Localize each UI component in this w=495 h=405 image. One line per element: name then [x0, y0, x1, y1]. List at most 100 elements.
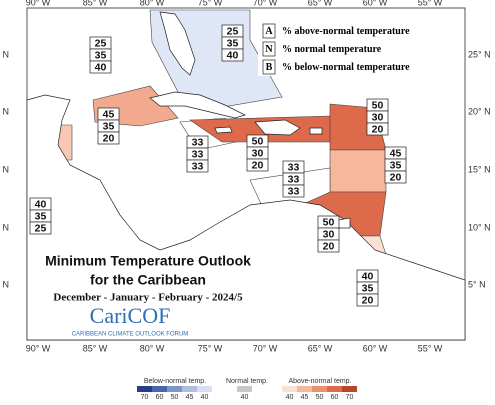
- lat-label: 20° N: [0, 106, 9, 116]
- lon-label: 75° W: [198, 343, 223, 353]
- lon-label: 85° W: [83, 343, 108, 353]
- colorbar-tick: 50: [171, 394, 179, 400]
- lon-label: 90° W: [26, 343, 51, 353]
- probability: 30: [372, 111, 384, 123]
- prob-cell: [317, 239, 340, 253]
- lat-label: 15° N: [468, 164, 491, 174]
- prob-cell: [282, 184, 305, 198]
- probability: 35: [390, 159, 402, 171]
- florida: [159, 11, 196, 76]
- colorbar-tick: 70: [346, 394, 354, 400]
- probability: 25: [227, 25, 239, 37]
- lon-label: 65° W: [308, 0, 333, 7]
- probability: 33: [192, 136, 204, 148]
- colorbar-tick: 40: [241, 394, 249, 400]
- title-line: Minimum Temperature Outlook: [45, 253, 251, 269]
- probability: 20: [372, 123, 384, 135]
- colorbar-tick: 45: [301, 394, 309, 400]
- colorbar-swatch: [342, 386, 357, 392]
- probability: 30: [252, 147, 264, 159]
- colorbar-swatch: [237, 386, 252, 392]
- colorbar-tick: 60: [331, 394, 339, 400]
- colorbar-tick: 60: [156, 394, 164, 400]
- colorbar-swatch: [152, 386, 167, 392]
- lon-label: 55° W: [418, 343, 443, 353]
- lon-label: 80° W: [140, 343, 165, 353]
- colorbar-swatch: [167, 386, 182, 392]
- colorbar-swatch: [297, 386, 312, 392]
- logo-name: CariCOF: [90, 303, 171, 328]
- lat-label: 20° N: [468, 106, 491, 116]
- probability: 20: [390, 171, 402, 183]
- land: [26, 11, 466, 341]
- probability: 33: [288, 185, 300, 197]
- mainland: [26, 94, 466, 341]
- lon-label: 70° W: [253, 343, 278, 353]
- probability: 30: [323, 228, 335, 240]
- probability: 40: [35, 198, 47, 210]
- lat-label: 5° N: [0, 279, 9, 289]
- probability: 35: [362, 282, 374, 294]
- probability: 25: [95, 37, 107, 49]
- probability: 50: [323, 216, 335, 228]
- prob-cell: [221, 48, 244, 62]
- trinidad: [337, 217, 351, 229]
- title-line: for the Caribbean: [90, 272, 206, 288]
- colorbar-tick: 40: [201, 394, 209, 400]
- puerto-rico: [309, 127, 323, 135]
- lon-label: 55° W: [418, 0, 443, 7]
- lon-label: 70° W: [253, 0, 278, 7]
- lat-label: 5° N: [468, 279, 486, 289]
- colorbar-tick: 50: [316, 394, 324, 400]
- colorbar-label: Below-normal temp.: [144, 378, 206, 385]
- legend-text: % normal temperature: [282, 44, 382, 55]
- lat-label: 25° N: [0, 49, 9, 59]
- legend-key: [262, 59, 276, 75]
- probability: 40: [95, 61, 107, 73]
- colorbar-swatch: [137, 386, 152, 392]
- probability: 45: [390, 147, 402, 159]
- legend-key: [262, 23, 276, 39]
- colorbar-label: Above-normal temp.: [288, 378, 351, 385]
- legend-box: [258, 20, 420, 76]
- probability: 35: [95, 49, 107, 61]
- lon-label: 85° W: [83, 0, 108, 7]
- logo-tagline: CARIBBEAN CLIMATE OUTLOOK FORUM: [72, 332, 189, 338]
- lon-label: 65° W: [308, 343, 333, 353]
- prob-cell: [246, 158, 269, 172]
- colorbar-swatch: [182, 386, 197, 392]
- legend-letter: N: [265, 44, 273, 55]
- prob-cell: [356, 293, 379, 307]
- probability: 33: [288, 161, 300, 173]
- lat-label: 15° N: [0, 164, 9, 174]
- legend-letter: A: [265, 26, 273, 37]
- period: December - January - February - 2024/5: [53, 292, 243, 304]
- colorbar-tick: 70: [141, 394, 149, 400]
- colorbar-swatch: [327, 386, 342, 392]
- probability: 33: [192, 148, 204, 160]
- probability: 35: [35, 210, 47, 222]
- probability: 40: [362, 270, 374, 282]
- probability: 45: [103, 108, 115, 120]
- probability: 33: [192, 160, 204, 172]
- probability: 33: [288, 173, 300, 185]
- cuba: [149, 91, 246, 119]
- colorbar-swatch: [312, 386, 327, 392]
- prob-cell: [97, 131, 120, 145]
- lon-label: 75° W: [198, 0, 223, 7]
- legend-letter: B: [266, 62, 273, 73]
- probability: 35: [103, 120, 115, 132]
- probability: 20: [103, 132, 115, 144]
- lat-label: 10° N: [0, 222, 9, 232]
- lon-label: 60° W: [363, 0, 388, 7]
- hispaniola: [254, 119, 301, 136]
- colorbar-tick: 40: [286, 394, 294, 400]
- probability: 20: [252, 159, 264, 171]
- legend-text: % below-normal temperature: [282, 62, 410, 73]
- probability: 50: [252, 135, 264, 147]
- legend-key: [262, 41, 276, 57]
- probability: 20: [362, 294, 374, 306]
- lon-label: 90° W: [26, 0, 51, 7]
- forecast-region: [329, 149, 387, 193]
- probability: 35: [227, 37, 239, 49]
